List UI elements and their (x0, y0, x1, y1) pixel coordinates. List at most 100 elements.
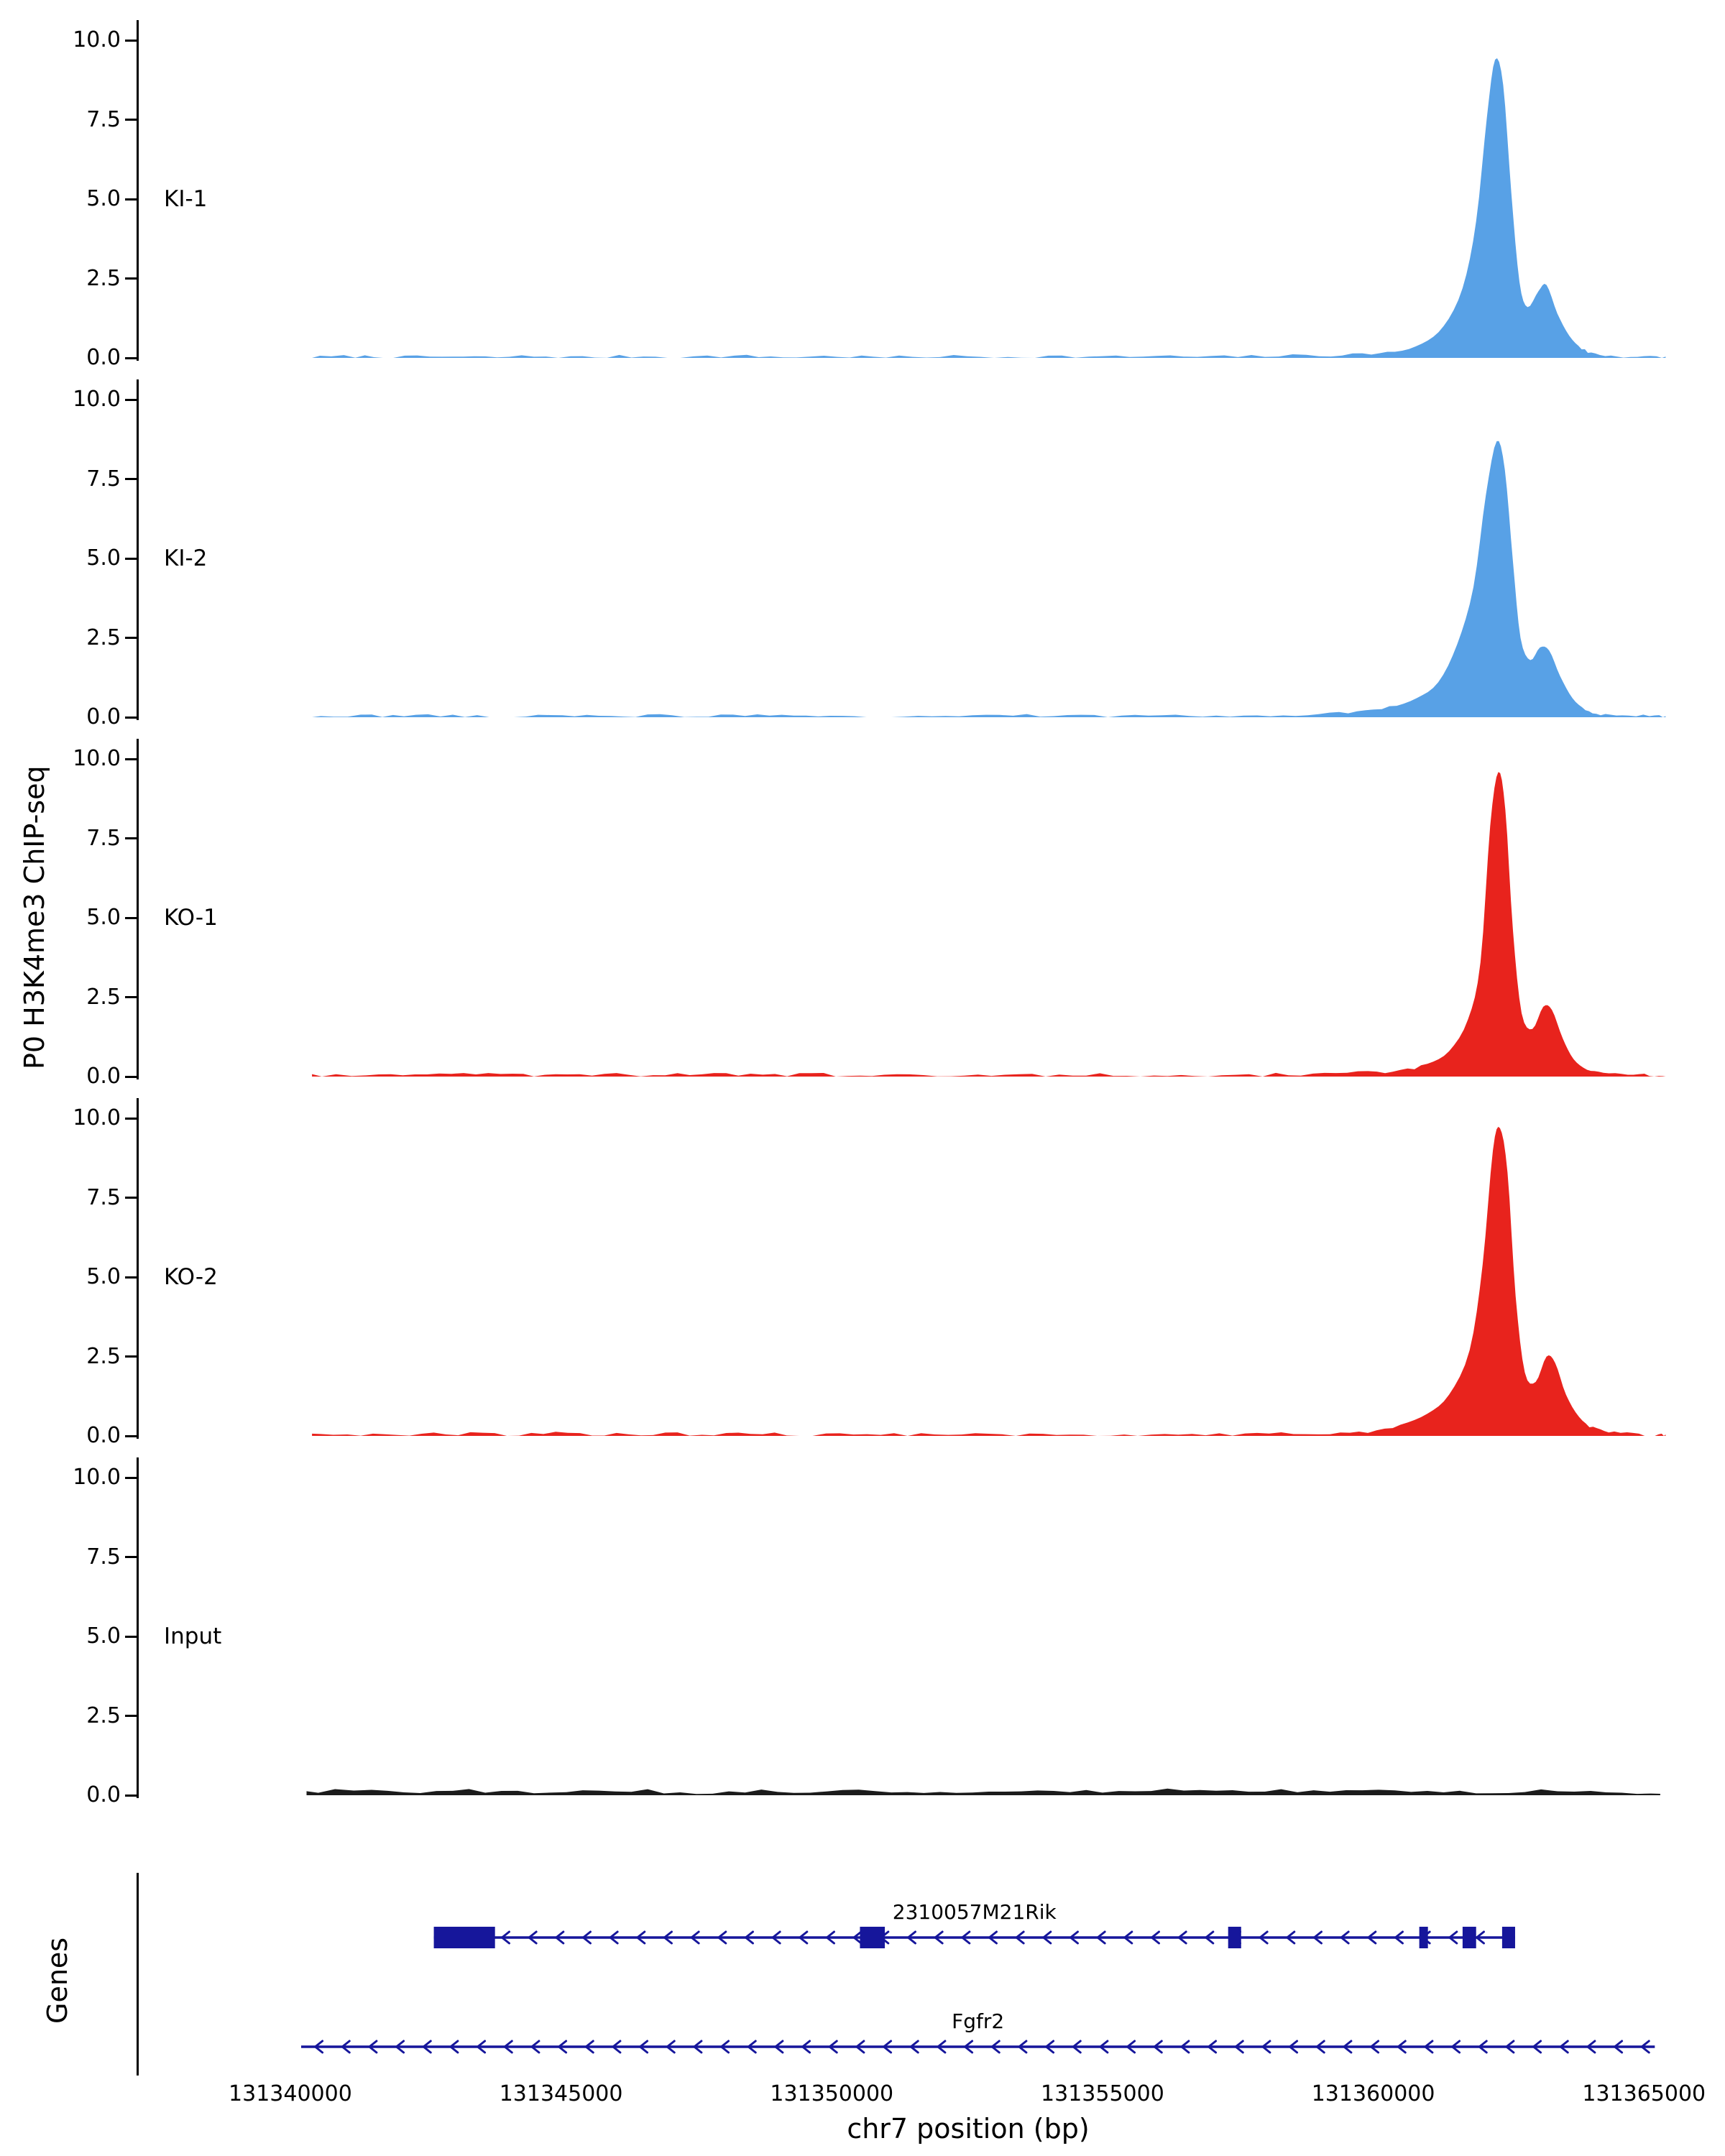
strand-arrow-icon (1096, 1930, 1106, 1945)
strand-arrow-icon (1045, 2040, 1055, 2054)
genes-plot: 2310057M21Rik Fgfr2 (301, 1900, 1655, 2054)
strand-arrow-icon (720, 2040, 730, 2054)
signal-area (312, 772, 1666, 1077)
strand-arrow-icon (1451, 2040, 1461, 2054)
x-tick-label: 131360000 (1311, 2081, 1435, 2106)
y-tick-label: 0.0 (86, 1423, 121, 1448)
gene-exon (1419, 1927, 1428, 1948)
strand-arrow-icon (314, 2040, 324, 2054)
strand-arrow-icon (1180, 2040, 1190, 2054)
strand-arrow-icon (612, 2040, 622, 2054)
strand-arrow-icon (1126, 2040, 1136, 2054)
y-tick-mark (125, 1117, 137, 1120)
gene-exon (1228, 1927, 1241, 1948)
strand-arrow-icon (581, 1930, 592, 1945)
y-tick-label: 0.0 (86, 345, 121, 370)
y-tick-label: 7.5 (86, 825, 121, 851)
strand-arrow-icon (500, 1930, 510, 1945)
signal-area (306, 1788, 1660, 1795)
y-tick-mark (125, 39, 137, 42)
y-tick-mark (125, 198, 137, 201)
strand-arrow-icon (934, 1930, 944, 1945)
y-tick-label: 5.0 (86, 545, 121, 571)
y-tick-mark (125, 996, 137, 999)
strand-arrow-icon (961, 1930, 971, 1945)
strand-arrow-icon (584, 2040, 594, 2054)
gene-name-label: Fgfr2 (952, 2009, 1004, 2033)
y-tick-mark (125, 1434, 137, 1437)
strand-arrow-icon (883, 2040, 893, 2054)
strand-arrow-icon (528, 1930, 538, 1945)
y-axis-line (137, 379, 139, 720)
gene-name-label: 2310057M21Rik (893, 1900, 1057, 1924)
strand-arrow-icon (1069, 1930, 1079, 1945)
y-tick-label: 5.0 (86, 186, 121, 212)
strand-arrow-icon (1367, 1930, 1377, 1945)
strand-arrow-icon (1234, 2040, 1244, 2054)
strand-arrow-icon (1208, 2040, 1218, 2054)
strand-arrow-icon (639, 2040, 649, 2054)
y-tick-mark (125, 637, 137, 640)
strand-arrow-icon (558, 2040, 568, 2054)
signal-plot-ko-2 (312, 1126, 1666, 1436)
x-tick-label: 131365000 (1582, 2081, 1706, 2106)
signal-tracks-area: 0.0 2.5 5.0 7.5 10.0 KI-1 0.0 2.5 5.0 7.5 10.0 KI-2… (0, 11, 1725, 1808)
y-tick-label: 10.0 (73, 1465, 121, 1491)
gene-exon (1501, 1927, 1515, 1948)
y-tick-label: 7.5 (86, 1184, 121, 1210)
y-tick-mark (125, 1715, 137, 1718)
y-axis-line (137, 1098, 139, 1439)
y-tick-label: 10.0 (73, 1105, 121, 1131)
y-tick-label: 10.0 (73, 746, 121, 772)
strand-arrow-icon (825, 1930, 835, 1945)
strand-arrow-icon (1072, 2040, 1082, 2054)
strand-arrow-icon (1532, 2040, 1542, 2054)
strand-arrow-icon (1259, 1930, 1269, 1945)
strand-arrow-icon (774, 2040, 784, 2054)
strand-arrow-icon (990, 2040, 1000, 2054)
strand-arrow-icon (477, 2040, 487, 2054)
strand-arrow-icon (395, 2040, 405, 2054)
strand-arrow-icon (422, 2040, 432, 2054)
strand-arrow-icon (449, 2040, 459, 2054)
strand-arrow-icon (1312, 1930, 1322, 1945)
x-tick-label: 131355000 (1041, 2081, 1164, 2106)
strand-arrow-icon (1478, 2040, 1488, 2054)
y-tick-label: 2.5 (86, 265, 121, 291)
y-tick-mark (125, 1476, 137, 1479)
y-tick-mark (125, 1276, 137, 1279)
track-label: KO-2 (164, 1264, 218, 1291)
strand-arrow-icon (530, 2040, 540, 2054)
strand-arrow-icon (1177, 1930, 1187, 1945)
strand-arrow-icon (1397, 2040, 1407, 2054)
track-row-input: 0.0 2.5 5.0 7.5 10.0 Input (0, 1449, 1725, 1808)
strand-arrow-icon (1559, 2040, 1569, 2054)
y-tick-mark (125, 277, 137, 280)
y-tick-mark (125, 916, 137, 919)
y-tick-mark (125, 716, 137, 719)
y-axis-line (137, 1457, 139, 1798)
strand-arrow-icon (666, 2040, 676, 2054)
strand-arrow-icon (801, 2040, 811, 2054)
y-tick-label: 7.5 (86, 1544, 121, 1570)
strand-arrow-icon (1015, 1930, 1025, 1945)
y-tick-mark (125, 356, 137, 359)
y-tick-label: 5.0 (86, 1623, 121, 1649)
strand-arrow-icon (555, 1930, 565, 1945)
y-tick-mark (125, 1197, 137, 1199)
strand-arrow-icon (852, 1930, 862, 1945)
strand-arrow-icon (609, 1930, 619, 1945)
strand-arrow-icon (1424, 2040, 1434, 2054)
strand-arrow-icon (693, 2040, 703, 2054)
gene-exon (860, 1927, 886, 1948)
y-tick-label: 7.5 (86, 466, 121, 492)
gene-exon (433, 1927, 495, 1948)
y-tick-label: 2.5 (86, 625, 121, 650)
strand-arrow-icon (1153, 2040, 1163, 2054)
strand-arrow-icon (747, 2040, 757, 2054)
x-axis-title: chr7 position (bp) (847, 2113, 1090, 2145)
signal-plot-ki-1 (312, 58, 1666, 358)
strand-arrow-icon (1370, 2040, 1380, 2054)
strand-arrow-icon (1586, 2040, 1596, 2054)
y-tick-mark (125, 398, 137, 401)
